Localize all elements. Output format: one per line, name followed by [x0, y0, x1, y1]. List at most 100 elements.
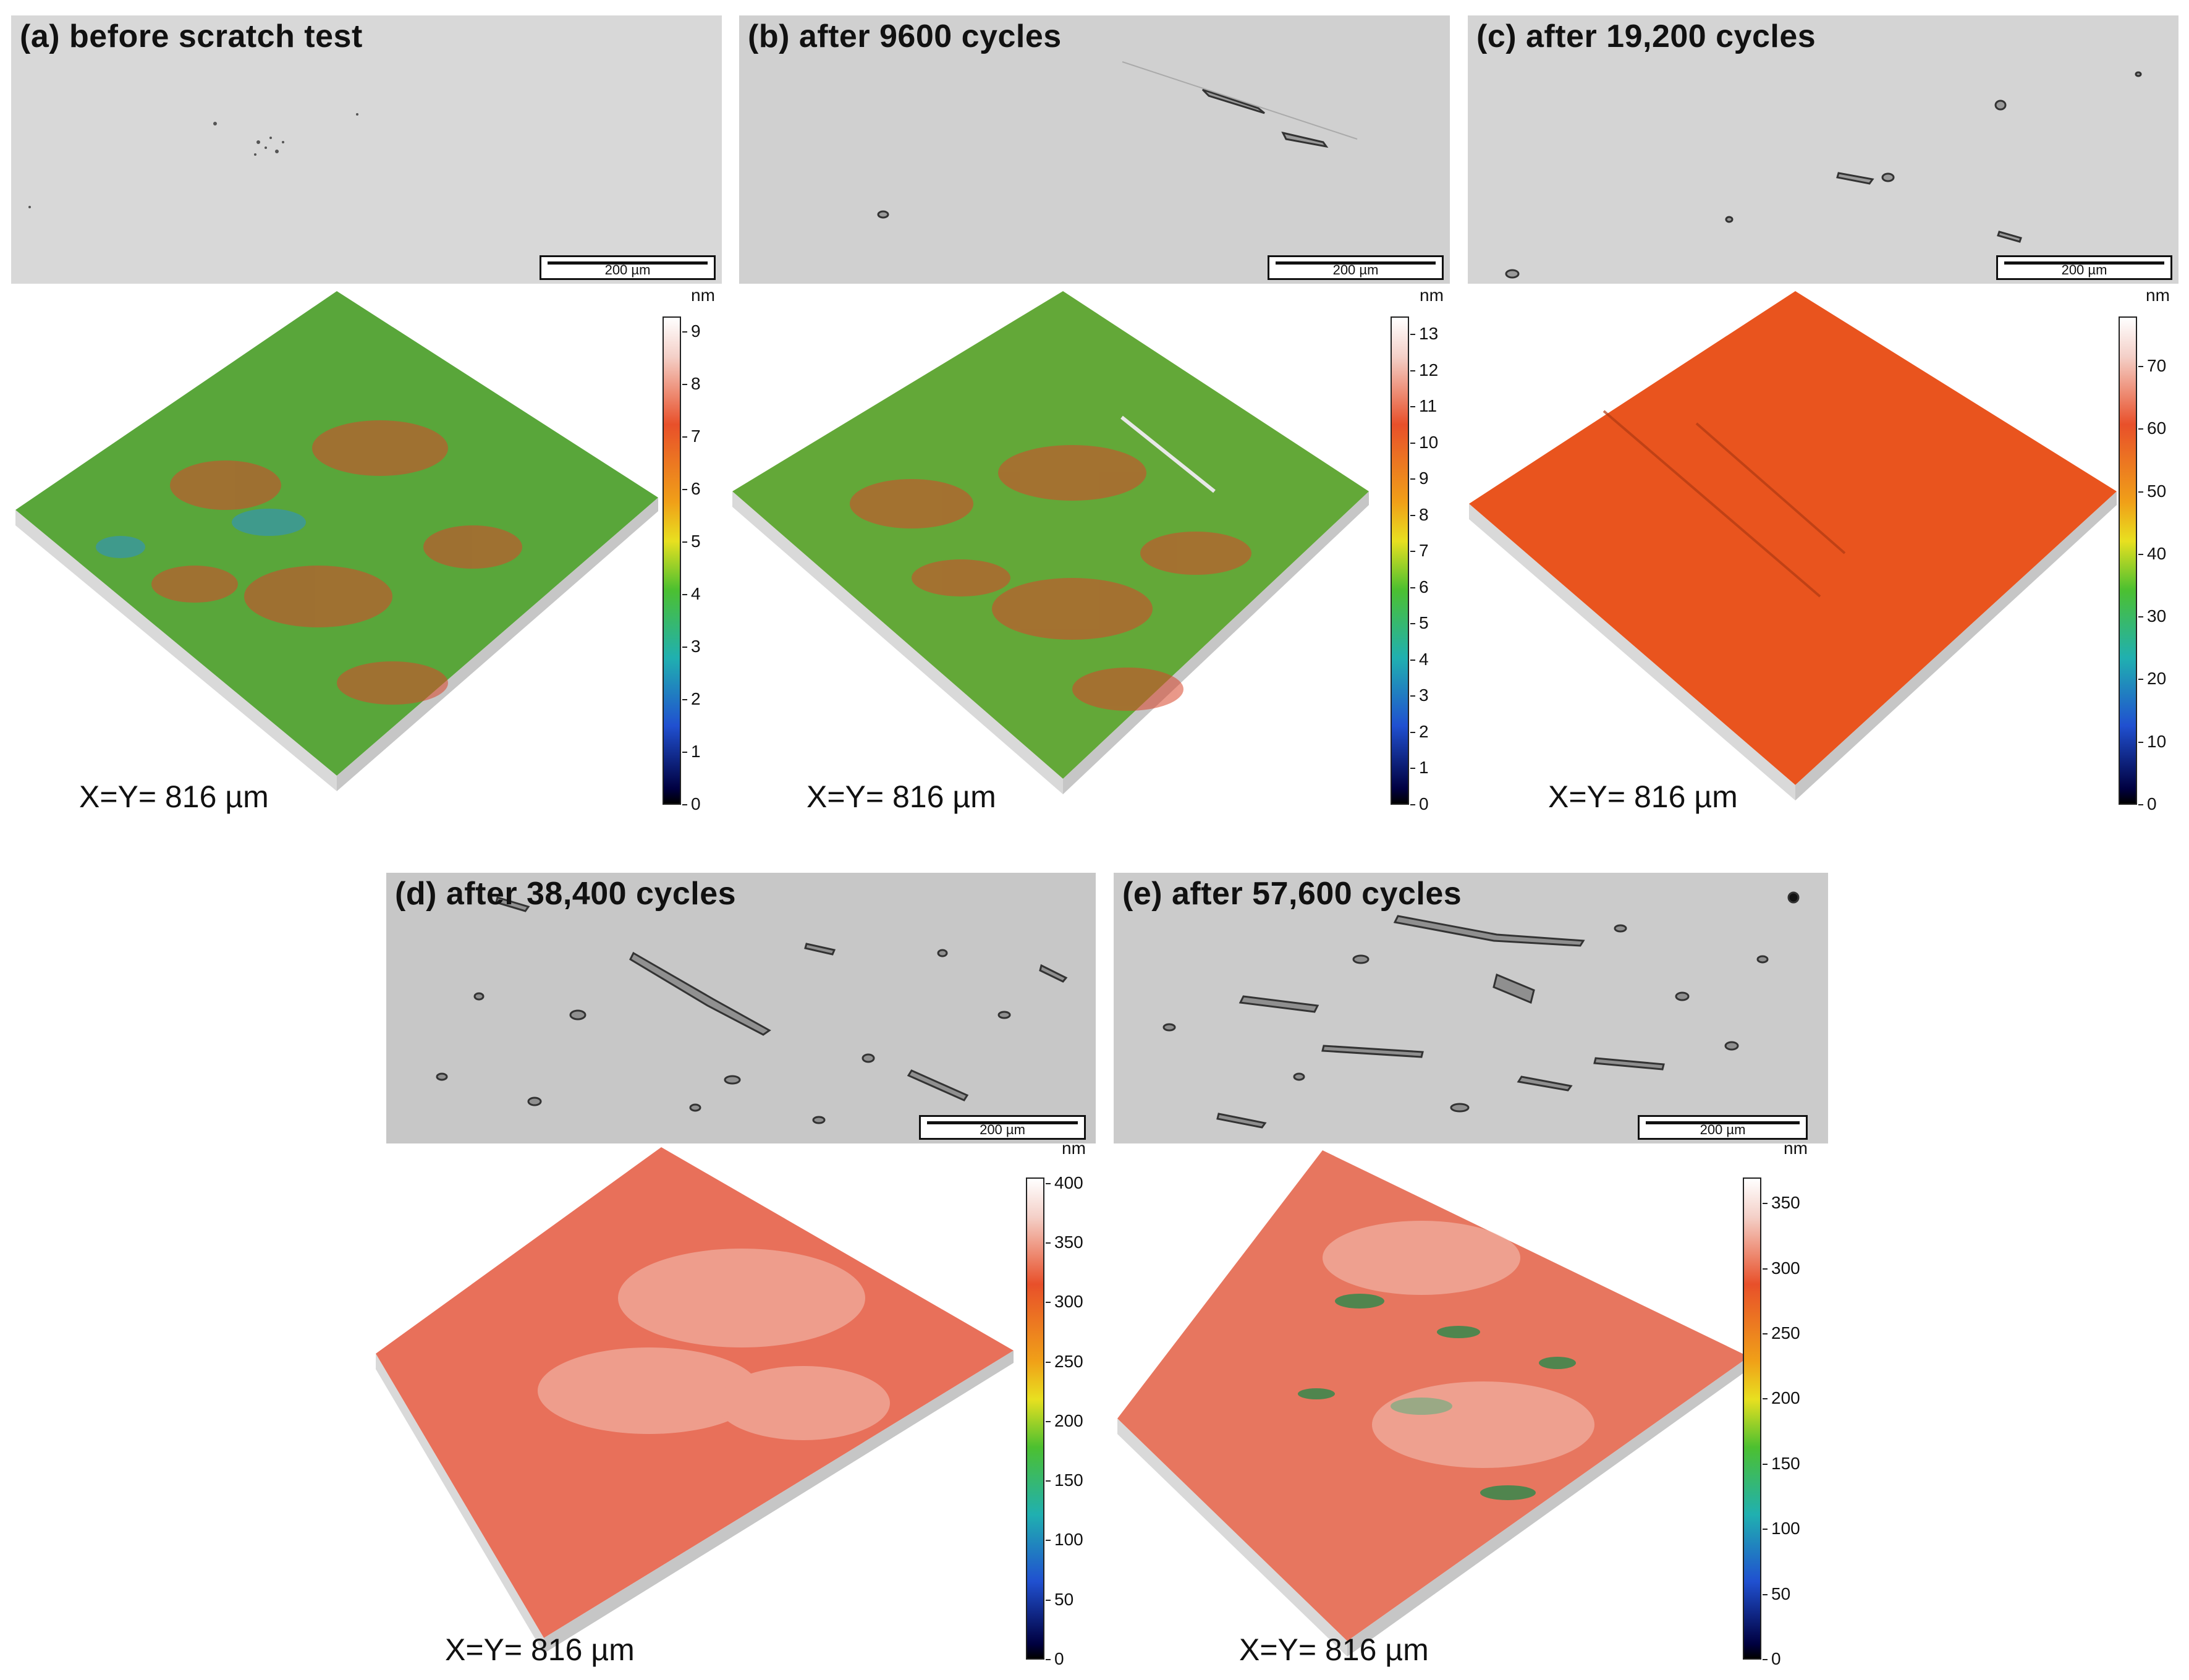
micrograph-b: (b) after 9600 cycles 200 µm: [739, 15, 1450, 284]
colorbar-tick-label: 400: [1054, 1173, 1083, 1192]
panel-a-label: (a) before scratch test: [20, 19, 363, 54]
colorbar-tick-label: 10: [2147, 731, 2167, 751]
colorbar-tickmark: [1046, 1361, 1051, 1363]
colorbar-tickmark: [1763, 1529, 1768, 1530]
colorbar-tickmark: [2138, 428, 2143, 430]
colorbar-tick-label: 150: [1054, 1470, 1083, 1490]
colorbar-tickmark: [2138, 616, 2143, 618]
panel-b-unit: nm: [1420, 286, 1444, 305]
colorbar-tickmark: [2138, 741, 2143, 743]
panel-a-dimension: X=Y= 816 µm: [79, 779, 269, 814]
colorbar-tickmark: [1410, 623, 1415, 625]
colorbar-tick-label: 10: [1419, 432, 1439, 452]
panel-a-scale-bar: 200 µm: [540, 255, 716, 280]
colorbar-tick-label: 100: [1054, 1530, 1083, 1550]
colorbar-tick-label: 20: [2147, 669, 2167, 689]
surface-plot-c: [1469, 291, 2117, 800]
colorbar-tickmark: [1410, 406, 1415, 408]
colorbar-tickmark: [682, 541, 687, 543]
colorbar-tickmark: [682, 436, 687, 438]
colorbar-tick-label: 8: [691, 374, 701, 394]
colorbar-tickmark: [2138, 679, 2143, 681]
panel-d-scale-bar: 200 µm: [919, 1115, 1086, 1140]
panel-c-dimension: X=Y= 816 µm: [1548, 779, 1738, 814]
colorbar-tickmark: [1410, 442, 1415, 444]
colorbar-tick-label: 0: [1419, 794, 1429, 813]
colorbar-tickmark: [2138, 491, 2143, 493]
panel-d-dimension: X=Y= 816 µm: [445, 1632, 635, 1667]
colorbar-tickmark: [682, 331, 687, 333]
colorbar-tickmark: [1763, 1398, 1768, 1400]
colorbar-tickmark: [1410, 731, 1415, 733]
colorbar-tick-label: 1: [1419, 758, 1429, 778]
colorbar-tick-label: 7: [691, 426, 701, 446]
panel-b-label: (b) after 9600 cycles: [748, 19, 1062, 54]
colorbar-tick-label: 5: [1419, 613, 1429, 633]
colorbar-tick-label: 250: [1771, 1323, 1800, 1343]
colorbar-tickmark: [1046, 1659, 1051, 1660]
colorbar-tickmark: [1410, 804, 1415, 805]
colorbar-tickmark: [1410, 370, 1415, 371]
panel-c-label: (c) after 19,200 cycles: [1476, 19, 1816, 54]
colorbar-tick-label: 0: [1771, 1649, 1781, 1668]
colorbar-tickmark: [1046, 1302, 1051, 1304]
colorbar-tick-label: 70: [2147, 356, 2167, 376]
colorbar-tick-label: 7: [1419, 541, 1429, 561]
colorbar-d: [1026, 1177, 1044, 1660]
colorbar-tickmark: [1410, 514, 1415, 516]
colorbar-tick-label: 11: [1419, 396, 1437, 416]
micrograph-a: (a) before scratch test 200 µm: [11, 15, 722, 284]
micrograph-d-image: [386, 873, 1096, 1143]
colorbar-tick-label: 350: [1054, 1232, 1083, 1252]
colorbar-tick-label: 0: [691, 794, 701, 813]
micrograph-e-image: [1114, 873, 1828, 1143]
colorbar-tickmark: [682, 699, 687, 701]
panel-c-unit: nm: [2146, 286, 2170, 305]
colorbar-e: [1743, 1177, 1761, 1660]
colorbar-tick-label: 2: [691, 689, 701, 709]
colorbar-tick-label: 300: [1771, 1258, 1800, 1278]
colorbar-tick-label: 13: [1419, 324, 1439, 344]
colorbar-tickmark: [2138, 804, 2143, 805]
colorbar-tick-label: 3: [1419, 685, 1429, 705]
micrograph-c-image: [1468, 15, 2178, 284]
colorbar-tick-label: 300: [1054, 1292, 1083, 1312]
colorbar-tickmark: [2138, 366, 2143, 368]
colorbar-a: [663, 316, 681, 805]
colorbar-tick-label: 0: [1054, 1649, 1064, 1668]
colorbar-tickmark: [1046, 1182, 1051, 1184]
colorbar-tickmark: [682, 647, 687, 648]
colorbar-tick-label: 0: [2147, 794, 2157, 813]
colorbar-tick-label: 200: [1771, 1388, 1800, 1408]
colorbar-tickmark: [1410, 768, 1415, 770]
panel-e-scale-bar: 200 µm: [1638, 1115, 1808, 1140]
colorbar-tickmark: [1763, 1593, 1768, 1595]
colorbar-tick-label: 12: [1419, 360, 1439, 380]
colorbar-tickmark: [682, 752, 687, 753]
surface-plot-d: [376, 1147, 1014, 1653]
colorbar-tick-label: 1: [691, 742, 701, 762]
colorbar-c: [2119, 316, 2137, 805]
colorbar-tickmark: [1410, 551, 1415, 553]
colorbar-tick-label: 4: [691, 584, 701, 604]
colorbar-tickmark: [1763, 1463, 1768, 1465]
micrograph-b-image: [739, 15, 1450, 284]
colorbar-tick-label: 9: [1419, 469, 1429, 488]
colorbar-tick-label: 60: [2147, 418, 2167, 438]
colorbar-tickmark: [1763, 1268, 1768, 1270]
colorbar-tick-label: 30: [2147, 606, 2167, 626]
panel-b-dimension: X=Y= 816 µm: [807, 779, 996, 814]
colorbar-tickmark: [682, 804, 687, 805]
colorbar-tickmark: [1763, 1203, 1768, 1205]
surface-plot-a: [15, 291, 658, 791]
surface-plot-b: [732, 291, 1369, 794]
colorbar-tickmark: [1410, 695, 1415, 697]
colorbar-tickmark: [1046, 1480, 1051, 1482]
panel-e-dimension: X=Y= 816 µm: [1239, 1632, 1429, 1667]
micrograph-e: (e) after 57,600 cycles 200 µm: [1114, 873, 1828, 1143]
micrograph-d: (d) after 38,400 cycles 200 µm: [386, 873, 1096, 1143]
colorbar-tick-label: 3: [691, 637, 701, 656]
colorbar-tickmark: [1046, 1420, 1051, 1422]
panel-d-label: (d) after 38,400 cycles: [395, 876, 737, 912]
colorbar-tick-label: 4: [1419, 649, 1429, 669]
